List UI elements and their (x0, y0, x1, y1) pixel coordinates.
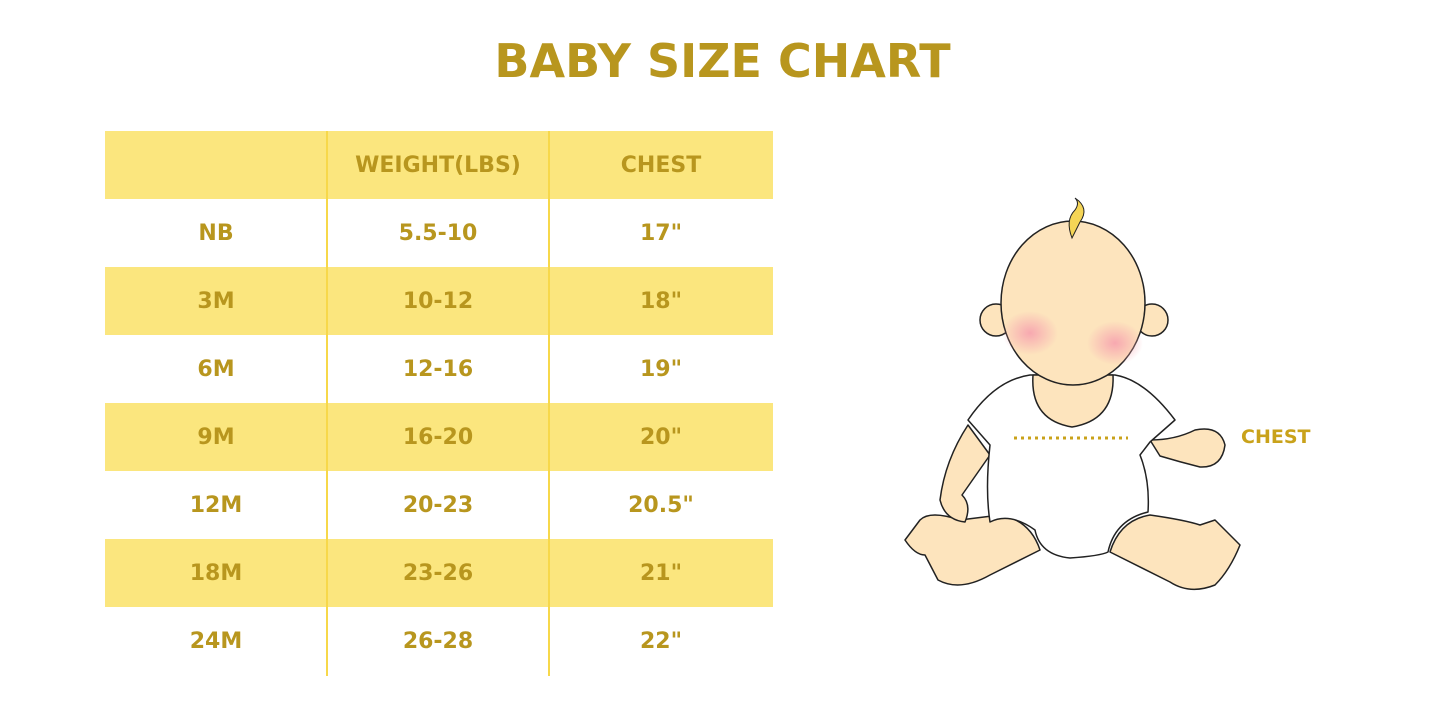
header-chest: CHEST (620, 152, 702, 178)
column-divider (326, 131, 328, 676)
cell-size: 18M (189, 560, 243, 586)
cell-weight: 26-28 (402, 628, 474, 654)
cell-weight: 12-16 (402, 356, 474, 382)
cell-chest: 20" (639, 424, 683, 450)
table-row: 12M 20-23 20.5" (105, 471, 773, 539)
header-size (105, 131, 327, 199)
left-cheek (1002, 311, 1058, 355)
cell-weight: 23-26 (402, 560, 474, 586)
cell-weight: 5.5-10 (398, 220, 478, 246)
cell-chest: 18" (639, 288, 683, 314)
cell-chest: 20.5" (628, 492, 694, 518)
chest-label: CHEST (1241, 426, 1311, 448)
cell-size: 9M (197, 424, 235, 450)
header-weight: WEIGHT(LBS) (355, 152, 521, 178)
cell-size: 3M (197, 288, 235, 314)
page-title: BABY SIZE CHART (494, 34, 951, 88)
table-row: 9M 16-20 20" (105, 403, 773, 471)
size-table: WEIGHT(LBS) CHEST NB 5.5-10 17" 3M 10-12 18" 6… (105, 131, 773, 675)
hair-curl-icon (1068, 197, 1085, 240)
cell-chest: 22" (639, 628, 683, 654)
right-leg (1109, 514, 1241, 591)
cell-chest: 17" (639, 220, 683, 246)
cell-weight: 10-12 (402, 288, 474, 314)
table-row: 24M 26-28 22" (105, 607, 773, 675)
cell-size: 6M (197, 356, 235, 382)
left-arm (939, 424, 991, 523)
cell-weight: 16-20 (402, 424, 474, 450)
table-row: 3M 10-12 18" (105, 267, 773, 335)
cell-chest: 21" (639, 560, 683, 586)
bodysuit (967, 374, 1176, 559)
cell-size: 12M (189, 492, 243, 518)
table-header-row: WEIGHT(LBS) CHEST (105, 131, 773, 199)
table-row: NB 5.5-10 17" (105, 199, 773, 267)
column-divider (548, 131, 550, 676)
cell-size: NB (198, 220, 234, 246)
left-leg (904, 514, 1041, 586)
cell-weight: 20-23 (402, 492, 474, 518)
baby-illustration (904, 197, 1241, 591)
table-row: 18M 23-26 21" (105, 539, 773, 607)
table-row: 6M 12-16 19" (105, 335, 773, 403)
neck (1032, 374, 1114, 428)
cell-chest: 19" (639, 356, 683, 382)
cell-size: 24M (189, 628, 243, 654)
right-arm (1149, 428, 1226, 468)
right-cheek (1087, 321, 1143, 365)
